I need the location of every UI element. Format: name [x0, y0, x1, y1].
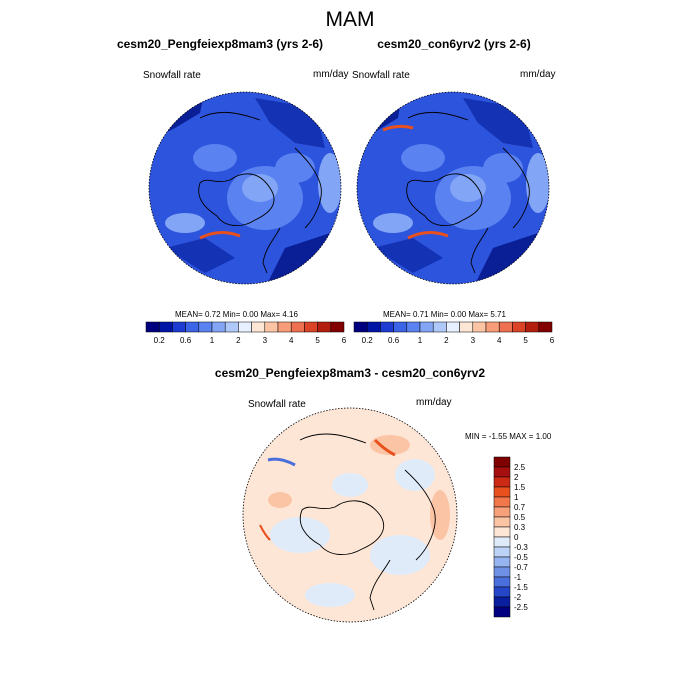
panel1-colorbar-swatch — [317, 321, 332, 333]
panel2-colorbar-swatch — [380, 321, 394, 333]
panel1-colorbar-tick-label: 5 — [315, 336, 320, 345]
panel1-map — [148, 91, 342, 285]
panel3-colorbar-swatch — [493, 486, 511, 498]
panel2-colorbar-tick-label: 0.2 — [362, 336, 374, 345]
panel3-colorbar-tick-label: -0.3 — [514, 543, 528, 552]
panel1-units-label: mm/day — [313, 69, 349, 80]
panel2-colorbar-swatch — [459, 321, 474, 333]
panel2-colorbar-tick-label: 2 — [444, 336, 449, 345]
panel2-colorbar-tick-label: 4 — [497, 336, 502, 345]
panel3-colorbar-swatch — [493, 596, 511, 608]
panel1-colorbar-swatch — [330, 321, 345, 333]
panel2-colorbar-swatch — [393, 321, 408, 333]
panel3-colorbar-swatch — [493, 576, 511, 588]
panel1-colorbar-tick-label: 3 — [263, 336, 268, 345]
panel2-colorbar-swatch — [432, 321, 447, 333]
panel3-colorbar-swatch — [493, 476, 511, 488]
panel1-variable-label: Snowfall rate — [143, 70, 201, 81]
panel3-stats: MIN = -1.55 MAX = 1.00 — [465, 432, 552, 441]
panel1-stats: MEAN= 0.72 Min= 0.00 Max= 4.16 — [175, 310, 298, 319]
panel3-colorbar-tick-label: 0.7 — [514, 503, 526, 512]
panel1-colorbar-tick-label: 1 — [210, 336, 215, 345]
panel3-title: cesm20_Pengfeiexp8mam3 - cesm20_con6yrv2 — [214, 366, 486, 380]
panel2-colorbar-swatch — [525, 321, 540, 333]
panel1-colorbar-swatch — [251, 321, 266, 333]
panel1-colorbar-swatch — [172, 321, 186, 333]
panel3-colorbar-swatch — [493, 566, 511, 578]
panel2-colorbar-swatch — [538, 321, 553, 333]
panel3-units-label: mm/day — [416, 397, 452, 408]
panel2-colorbar-tick-label: 1 — [418, 336, 423, 345]
panel3-colorbar-tick-label: 2 — [514, 473, 519, 482]
panel2-colorbar-swatch — [353, 321, 368, 333]
panel2-variable-label: Snowfall rate — [352, 70, 410, 81]
panel1-colorbar-tick-label: 6 — [342, 336, 347, 345]
panel3-colorbar-swatch — [493, 536, 511, 548]
panel1-colorbar-swatch — [290, 321, 305, 333]
panel3-colorbar-swatch — [493, 546, 511, 558]
panel1-colorbar-swatch — [185, 321, 200, 333]
panel1-colorbar-swatch — [238, 321, 252, 333]
panel1-colorbar-swatch — [211, 321, 226, 333]
panel3-colorbar-tick-label: 0.3 — [514, 523, 526, 532]
panel3-colorbar-swatch — [493, 506, 511, 518]
panel1-colorbar-swatch — [224, 321, 239, 333]
panel3-colorbar-tick-label: 0.5 — [514, 513, 526, 522]
panel3-colorbar-swatch — [493, 516, 511, 528]
panel3-map — [242, 407, 458, 623]
panel3-colorbar-tick-label: 1.5 — [514, 483, 526, 492]
page-title: MAM — [325, 8, 375, 31]
panel2-title: cesm20_con6yrv2 (yrs 2-6) — [377, 37, 531, 51]
panel3-colorbar-swatch — [493, 466, 511, 478]
panel3-colorbar-tick-label: -0.5 — [514, 553, 528, 562]
panel3-colorbar-tick-label: 2.5 — [514, 463, 526, 472]
panel1-colorbar-swatch — [198, 321, 213, 333]
panel3-colorbar-swatch — [493, 556, 511, 568]
panel2-colorbar-tick-label: 5 — [523, 336, 528, 345]
panel2-colorbar-tick-label: 6 — [550, 336, 555, 345]
panel3-colorbar-tick-label: 1 — [514, 493, 519, 502]
panel2-colorbar-swatch — [419, 321, 434, 333]
panel3-colorbar-tick-label: -0.7 — [514, 563, 528, 572]
panel3-colorbar-tick-label: -1.5 — [514, 583, 528, 592]
panel2-colorbar-swatch — [485, 321, 500, 333]
panel3-colorbar-tick-label: -2 — [514, 593, 522, 602]
panel1-colorbar: 0.2 0.6 1 2 3 4 5 6 — [145, 321, 347, 345]
panel1-colorbar-swatch — [277, 321, 292, 333]
panel1-colorbar-tick-label: 0.2 — [154, 336, 166, 345]
panel3-colorbar-tick-label: -1 — [514, 573, 522, 582]
panel2-colorbar: 0.2 0.6 1 2 3 4 5 6 — [353, 321, 555, 345]
panel1-title: cesm20_Pengfeiexp8mam3 (yrs 2-6) — [116, 37, 324, 51]
panel3-colorbar-swatch — [493, 496, 511, 508]
panel3-colorbar-swatch — [493, 586, 511, 598]
panel1-colorbar-tick-label: 2 — [236, 336, 241, 345]
panel1-colorbar-swatch — [158, 321, 173, 333]
panel2-colorbar-swatch — [472, 321, 487, 333]
panel3-colorbar-tick-label: -2.5 — [514, 603, 528, 612]
panel1-colorbar-swatch — [145, 321, 160, 333]
panel2-map — [356, 91, 550, 285]
panel2-stats: MEAN= 0.71 Min= 0.00 Max= 5.71 — [383, 310, 506, 319]
panel1-colorbar-swatch — [264, 321, 279, 333]
panel2-colorbar-tick-label: 0.6 — [388, 336, 400, 345]
panel3-colorbar-tick-label: 0 — [514, 533, 519, 542]
panel2-colorbar-tick-label: 3 — [471, 336, 476, 345]
panel3-colorbar-swatch — [493, 456, 511, 468]
panel3-colorbar-swatch — [493, 606, 511, 618]
panel3-variable-label: Snowfall rate — [248, 399, 306, 410]
panel2-colorbar-swatch — [406, 321, 421, 333]
panel2-colorbar-swatch — [366, 321, 381, 333]
panel1-colorbar-tick-label: 4 — [289, 336, 294, 345]
panel2-colorbar-swatch — [446, 321, 460, 333]
panel2-units-label: mm/day — [520, 69, 556, 80]
panel2-colorbar-swatch — [512, 321, 526, 333]
panel3-colorbar-swatch — [493, 526, 511, 538]
panel1-colorbar-swatch — [304, 321, 318, 333]
panel3-colorbar: 2.521.510.70.50.30-0.3-0.5-0.7-1-1.5-2-2… — [493, 456, 528, 618]
panel1-colorbar-tick-label: 0.6 — [180, 336, 192, 345]
panel2-colorbar-swatch — [498, 321, 513, 333]
